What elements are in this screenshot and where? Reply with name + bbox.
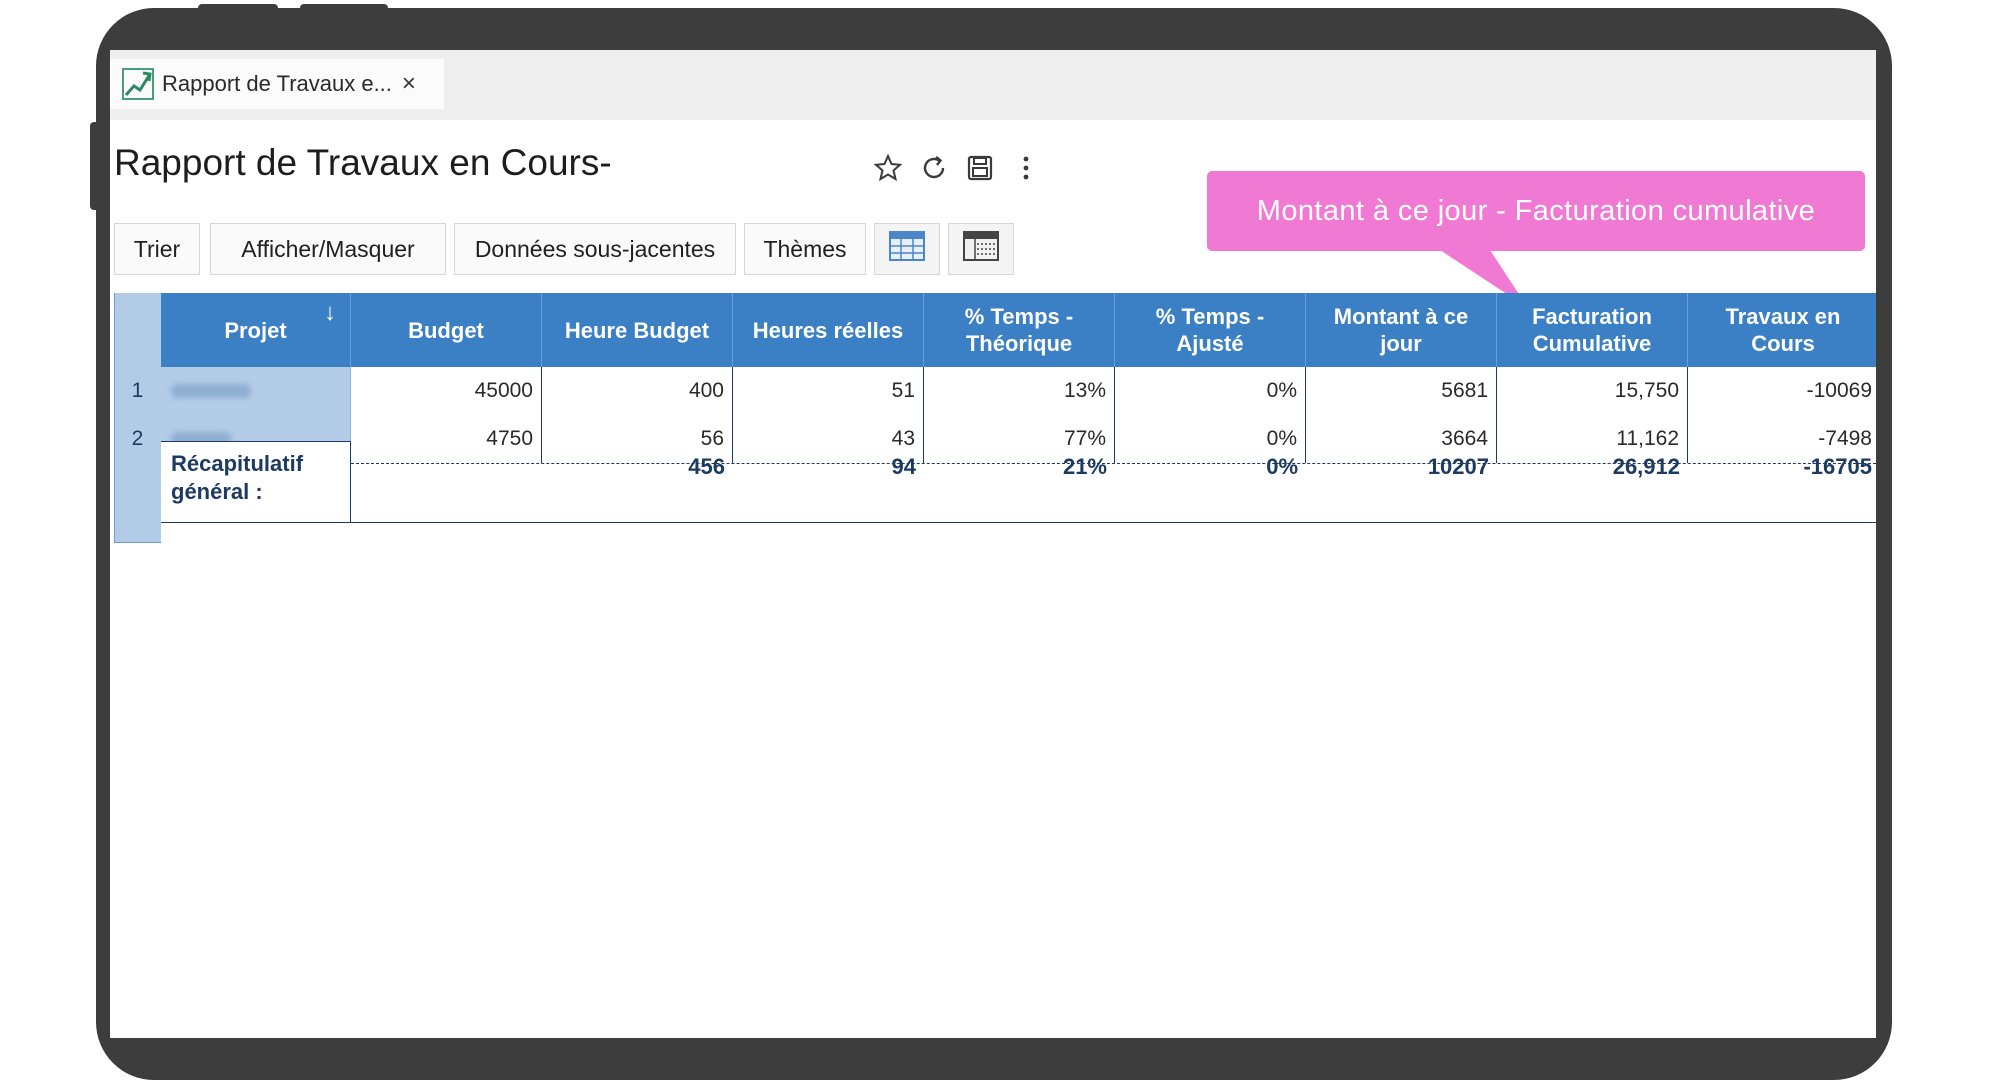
tablet-top-button-right	[300, 4, 388, 14]
tab-title: Rapport de Travaux e...	[162, 71, 392, 96]
column-header-temps-ajuste[interactable]: % Temps - Ajusté	[1115, 293, 1306, 367]
table-cell: -7498	[1818, 427, 1872, 450]
row-header-column	[114, 293, 161, 543]
total-cell: 0%	[1266, 454, 1298, 479]
tablet-side-button	[90, 122, 102, 210]
title-tools	[870, 150, 1044, 186]
total-cell: 26,912	[1612, 454, 1680, 479]
tablet-top-button-left	[198, 4, 278, 14]
totals-divider	[351, 463, 1876, 464]
total-cell: 21%	[1062, 454, 1107, 479]
table-view-button[interactable]	[874, 223, 940, 275]
refresh-icon[interactable]	[916, 150, 952, 186]
table-cell: 45000	[351, 367, 542, 415]
screen: Rapport de Travaux e... × Rapport de Tra…	[110, 50, 1876, 1038]
table-cell: 51	[733, 367, 924, 415]
table-cell: 3664	[1306, 415, 1497, 463]
table-cell: 0%	[1115, 415, 1306, 463]
column-tooltip: Montant à ce jour - Facturation cumulati…	[1207, 171, 1865, 251]
table-cell: 400	[542, 367, 733, 415]
total-cell: 10207	[1427, 454, 1489, 479]
table-cell: 5681	[1306, 367, 1497, 415]
column-header-facturation[interactable]: Facturation Cumulative	[1497, 293, 1688, 367]
table-grid-icon	[889, 231, 925, 267]
pivot-table-icon	[963, 231, 999, 267]
redacted-text	[171, 384, 251, 398]
total-cell: -16705	[1803, 454, 1872, 479]
column-header-travaux[interactable]: Travaux en Cours	[1688, 293, 1876, 367]
column-header-label: Projet	[224, 317, 287, 343]
total-cell: 94	[891, 454, 916, 479]
sort-descending-icon[interactable]: ↓	[324, 299, 336, 326]
tab-strip: Rapport de Travaux e... ×	[110, 50, 1876, 120]
show-hide-button[interactable]: Afficher/Masquer	[210, 223, 446, 275]
column-header-montant[interactable]: Montant à ce jour	[1306, 293, 1497, 367]
total-cell: 456	[688, 454, 725, 479]
row-number: 2	[131, 427, 144, 450]
save-icon[interactable]	[962, 150, 998, 186]
grand-total-label: Récapitulatif général :	[161, 441, 351, 523]
column-header-budget[interactable]: Budget	[351, 293, 542, 367]
report-tab[interactable]: Rapport de Travaux e... ×	[110, 59, 444, 109]
chart-trend-icon	[118, 64, 158, 104]
column-header-projet[interactable]: Projet ↓	[161, 293, 351, 367]
table-cell: 11,162	[1497, 415, 1688, 463]
table-cell: -10069	[1806, 379, 1872, 402]
close-icon[interactable]: ×	[401, 70, 416, 97]
row-number: 1	[131, 379, 144, 402]
more-options-icon[interactable]	[1008, 150, 1044, 186]
table-cell: 56	[542, 415, 733, 463]
table-cell: 77%	[924, 415, 1115, 463]
table-cell: 13%	[924, 367, 1115, 415]
column-header-temps-theorique[interactable]: % Temps - Théorique	[924, 293, 1115, 367]
column-header-heure-budget[interactable]: Heure Budget	[542, 293, 733, 367]
project-name-cell[interactable]	[161, 367, 351, 415]
column-header-heures-reelles[interactable]: Heures réelles	[733, 293, 924, 367]
row-header-bottom	[114, 542, 161, 543]
report-table: Projet ↓ Budget Heure Budget Heures réel…	[114, 293, 1876, 553]
underlying-data-button[interactable]: Données sous-jacentes	[454, 223, 736, 275]
page-title: Rapport de Travaux en Cours-	[114, 142, 612, 183]
table-cell: 0%	[1115, 367, 1306, 415]
themes-button[interactable]: Thèmes	[744, 223, 866, 275]
table-cell: 15,750	[1497, 367, 1688, 415]
table-cell: 43	[733, 415, 924, 463]
screen-bottom-bezel	[110, 1038, 1876, 1052]
total-cell	[351, 448, 542, 486]
table-bottom-border	[351, 522, 1876, 523]
favorite-star-icon[interactable]	[870, 150, 906, 186]
table-cell: 4750	[351, 415, 542, 463]
pivot-view-button[interactable]	[948, 223, 1014, 275]
sort-button[interactable]: Trier	[114, 223, 200, 275]
